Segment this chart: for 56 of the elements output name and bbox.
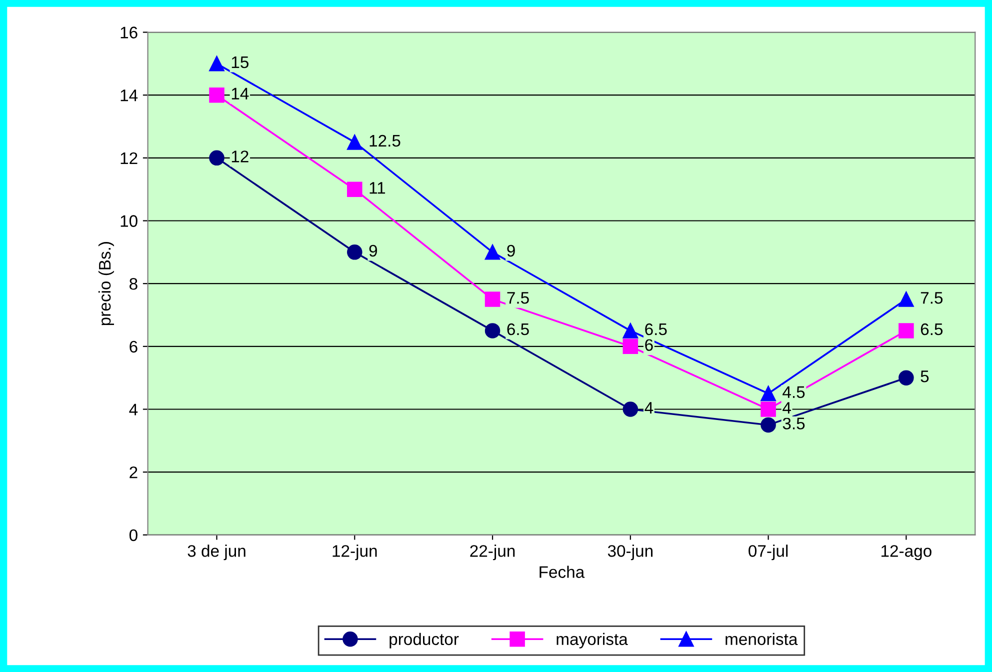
legend-label: menorista: [726, 632, 798, 646]
data-label: 4: [644, 402, 654, 414]
x-tick-label: 07-jul: [748, 544, 788, 560]
y-axis-title: precio (Bs.): [98, 242, 114, 326]
data-label: 14: [232, 88, 249, 100]
data-label: 12.5: [370, 134, 400, 147]
y-tick-label: 0: [129, 529, 138, 542]
data-label: 4.5: [782, 386, 805, 398]
data-label: 6: [645, 339, 653, 351]
point: [898, 323, 914, 338]
legend-label: mayorista: [556, 632, 628, 648]
point: [484, 323, 500, 338]
y-tick-label: 4: [129, 404, 138, 416]
x-tick-label: 12-jun: [332, 544, 377, 560]
x-tick-label: 3 de jun: [188, 544, 246, 560]
x-axis-title: Fecha: [540, 566, 585, 578]
data-label: 6.5: [507, 323, 529, 336]
point: [484, 292, 500, 307]
y-tick-label: 16: [120, 26, 138, 38]
point: [484, 244, 500, 260]
point: [347, 182, 362, 197]
x-tick-label: 22-jun: [470, 544, 515, 560]
data-label: 4: [782, 402, 791, 414]
legend-label: productor: [390, 632, 459, 648]
data-label: 9: [507, 244, 515, 257]
x-tick-label: 12-ago: [882, 545, 932, 560]
data-label: 9: [369, 244, 378, 257]
point: [622, 338, 638, 354]
data-label: 6.5: [645, 323, 667, 336]
y-tick-label: 12: [120, 152, 138, 164]
x-tick-label: 30-jun: [608, 544, 652, 560]
point: [209, 150, 224, 166]
point: [760, 402, 776, 417]
point: [760, 417, 776, 433]
data-label: 7.5: [920, 292, 943, 304]
data-label: 15: [232, 56, 248, 68]
point: [209, 87, 224, 103]
point: [898, 292, 914, 307]
y-tick-label: 14: [120, 90, 138, 102]
data-label: 7.5: [507, 292, 529, 304]
point: [209, 56, 224, 72]
data-label: 3.5: [782, 418, 805, 430]
data-label: 5: [920, 370, 929, 382]
point: [898, 370, 914, 386]
point: [347, 134, 362, 150]
y-tick-label: 2: [130, 466, 138, 478]
y-tick-label: 10: [120, 215, 138, 227]
point: [347, 244, 362, 260]
y-tick-label: 8: [130, 278, 138, 290]
data-label: 6.5: [920, 323, 943, 336]
data-label: 12: [232, 150, 248, 162]
point: [622, 402, 638, 417]
data-label: 11: [370, 182, 386, 194]
point: [622, 323, 638, 338]
point: [760, 386, 776, 402]
y-tick-label: 6: [130, 340, 138, 353]
